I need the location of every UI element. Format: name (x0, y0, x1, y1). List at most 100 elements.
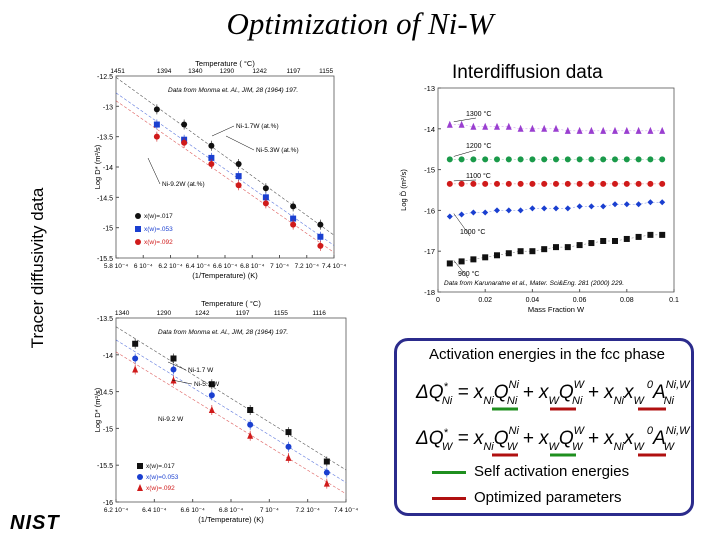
data-point (494, 207, 500, 214)
data-point (323, 469, 330, 476)
data-point (494, 122, 500, 130)
data-point (446, 156, 453, 163)
x-tick-label: 6.6 10⁻⁴ (181, 507, 206, 514)
data-point (153, 106, 160, 113)
data-point (635, 201, 642, 208)
legend-optimized: Optimized parameters (432, 489, 622, 506)
x-tick-label: 7 10⁻⁴ (270, 263, 289, 270)
data-point (564, 205, 571, 212)
data-point (208, 406, 215, 413)
chart-tracer-bottom: 6.2 10⁻⁴ 6.4 10⁻⁴ 6.6 10⁻⁴ 6.8 10⁻⁴ 7 10⁻⁴ 7.… (93, 299, 359, 524)
data-point (529, 124, 536, 132)
temperature-tick-label: 1451 (110, 68, 125, 75)
data-point (600, 203, 607, 210)
data-point (153, 121, 160, 128)
data-point (505, 156, 512, 163)
data-point (181, 121, 188, 128)
annotation-arrow (211, 125, 235, 137)
data-point (153, 133, 160, 140)
data-point (564, 244, 571, 251)
data-point (553, 205, 559, 212)
x-tick-label: 6.2 10⁻⁴ (158, 263, 183, 270)
data-point (247, 431, 254, 439)
data-point (541, 180, 548, 187)
data-point (470, 256, 477, 263)
data-point (323, 479, 330, 487)
data-point (482, 180, 489, 187)
data-point (659, 231, 666, 238)
series-label-arrow (453, 213, 471, 237)
data-point (505, 122, 512, 130)
series-label: 1300 °C (466, 110, 491, 118)
source-note: Data from Monma et. Al., JIM, 28 (1964) … (168, 87, 298, 94)
fit-line-2 (115, 351, 347, 495)
data-point (553, 156, 559, 163)
y-axis-label: Log D̃ (m²/s) (399, 169, 408, 211)
nist-logo: NIST (10, 512, 60, 534)
data-point (285, 443, 292, 450)
fit-line-2 (115, 100, 335, 253)
data-point (647, 231, 654, 238)
activation-box (394, 338, 694, 516)
data-point (505, 207, 512, 214)
data-point (588, 126, 595, 134)
legend-label: x(w)=0.053 (146, 474, 179, 481)
legend-marker (137, 474, 143, 480)
data-point (623, 156, 630, 163)
data-point (482, 156, 489, 163)
legend-swatch-green (432, 470, 466, 474)
series-label-arrow (453, 149, 477, 157)
data-point (494, 156, 500, 163)
fit-line-1 (115, 92, 335, 246)
data-point (659, 126, 666, 134)
data-point (588, 240, 595, 247)
y-axis-label: Log D* (m²/s) (93, 387, 102, 432)
temperature-tick-label: 1290 (220, 68, 235, 75)
temperature-tick-label: 1290 (157, 310, 172, 317)
interdiffusion-title: Interdiffusion data (452, 62, 603, 83)
y-tick-label: -15 (424, 166, 435, 175)
data-point (470, 209, 477, 216)
series-label: 1000 °C (460, 228, 485, 236)
data-point (576, 180, 583, 187)
data-point (647, 126, 654, 134)
legend-label: x(w)=.017 (144, 213, 173, 220)
annotation-ni-9.2w: Ni-9.2W (at.%) (162, 181, 205, 188)
fit-line-0 (115, 77, 335, 236)
equation-w: ΔQ* W = xNiQNi W + xWQW W + xNixW 0ANi,W W (415, 425, 691, 453)
annotation-ni-5.3w: Ni-5.3 W (194, 381, 220, 388)
x-tick-label: 6.2 10⁻⁴ (104, 507, 129, 514)
x-tick-label: 7.2 10⁻⁴ (296, 507, 321, 514)
y-tick-label: -18 (424, 288, 435, 297)
y-tick-label: -14 (424, 125, 435, 134)
y-axis-label: Log D* (m²/s) (93, 144, 102, 189)
data-point (446, 213, 453, 220)
annotation-ni-1.7w: Ni-1.7W (at.%) (236, 123, 279, 130)
y-tick-label: -15.5 (97, 256, 113, 263)
data-point (458, 156, 465, 163)
x-tick-label: 7 10⁻⁴ (260, 507, 279, 514)
source-note: Data from Karunaratne et al., Mater. Sci… (444, 280, 624, 287)
data-point (541, 246, 548, 253)
x-tick-label: 6 10⁻⁴ (134, 263, 153, 270)
y-tick-label: -13 (424, 84, 435, 93)
x-axis-label: (1/Temperature) (K) (192, 271, 258, 280)
data-point (262, 185, 269, 192)
data-point (623, 126, 630, 134)
data-point (290, 215, 297, 222)
data-point (470, 180, 477, 187)
data-point (588, 156, 595, 163)
x-tick-label: 7.4 10⁻⁴ (334, 507, 359, 514)
temperature-tick-label: 1155 (319, 68, 333, 75)
annotation-ni-9.2w: Ni-9.2 W (158, 416, 184, 423)
legend-marker (137, 463, 143, 469)
data-point (247, 421, 254, 428)
x-tick-label: 0 (436, 297, 440, 304)
data-point (635, 180, 642, 187)
legend-label: x(w)=.092 (146, 485, 175, 492)
data-point (170, 355, 177, 362)
data-point (262, 194, 269, 201)
temperature-tick-label: 1116 (312, 310, 326, 317)
data-point (553, 244, 559, 251)
legend-marker (137, 484, 143, 491)
